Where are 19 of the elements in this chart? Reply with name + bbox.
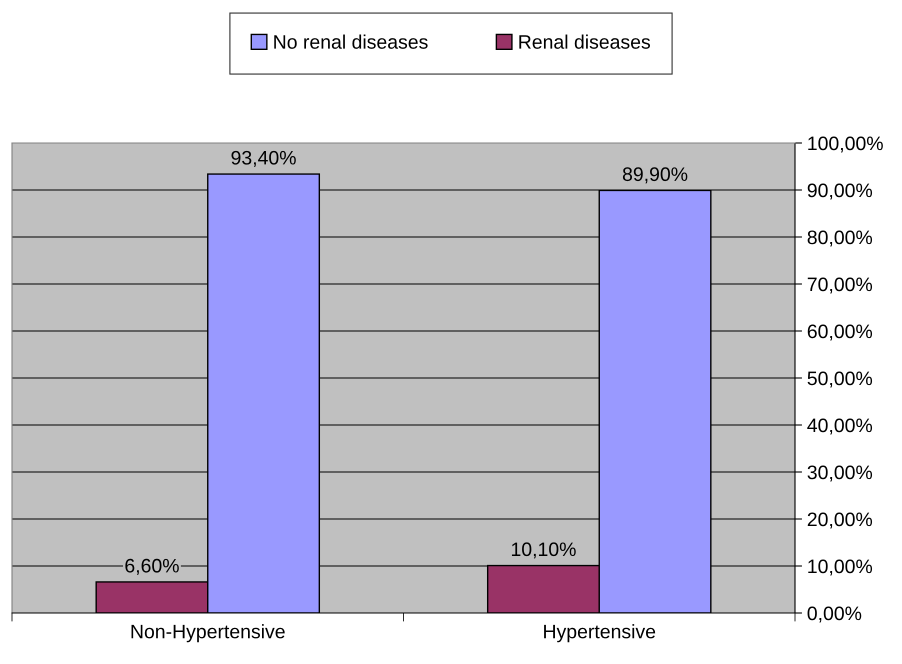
data-label: 10,10% — [512, 542, 576, 558]
x-tick-label: Hypertensive — [544, 624, 656, 642]
y-tick-label: 70,00% — [808, 277, 872, 294]
y-tick-label: 40,00% — [807, 418, 872, 435]
legend-label: No renal diseases — [274, 34, 428, 49]
data-label: 89,90% — [622, 167, 688, 184]
y-tick-label: 50,00% — [808, 371, 872, 388]
y-tick-label: 30,00% — [808, 465, 872, 482]
y-tick-label: 80,00% — [808, 230, 872, 247]
y-tick-label: 10,00% — [808, 559, 872, 576]
y-tick-label: 60,00% — [808, 324, 872, 341]
y-tick-label: 20,00% — [808, 512, 872, 529]
y-tick-label: 90,00% — [808, 183, 872, 200]
data-label: 93,40% — [231, 150, 296, 167]
y-tick-label: 100,00% — [808, 136, 883, 153]
legend-label: Renal diseases — [519, 34, 650, 49]
data-label: 6,60% — [125, 558, 179, 575]
y-tick-label: 0,00% — [808, 606, 862, 623]
x-tick-label: Non-Hypertensive — [132, 624, 285, 642]
